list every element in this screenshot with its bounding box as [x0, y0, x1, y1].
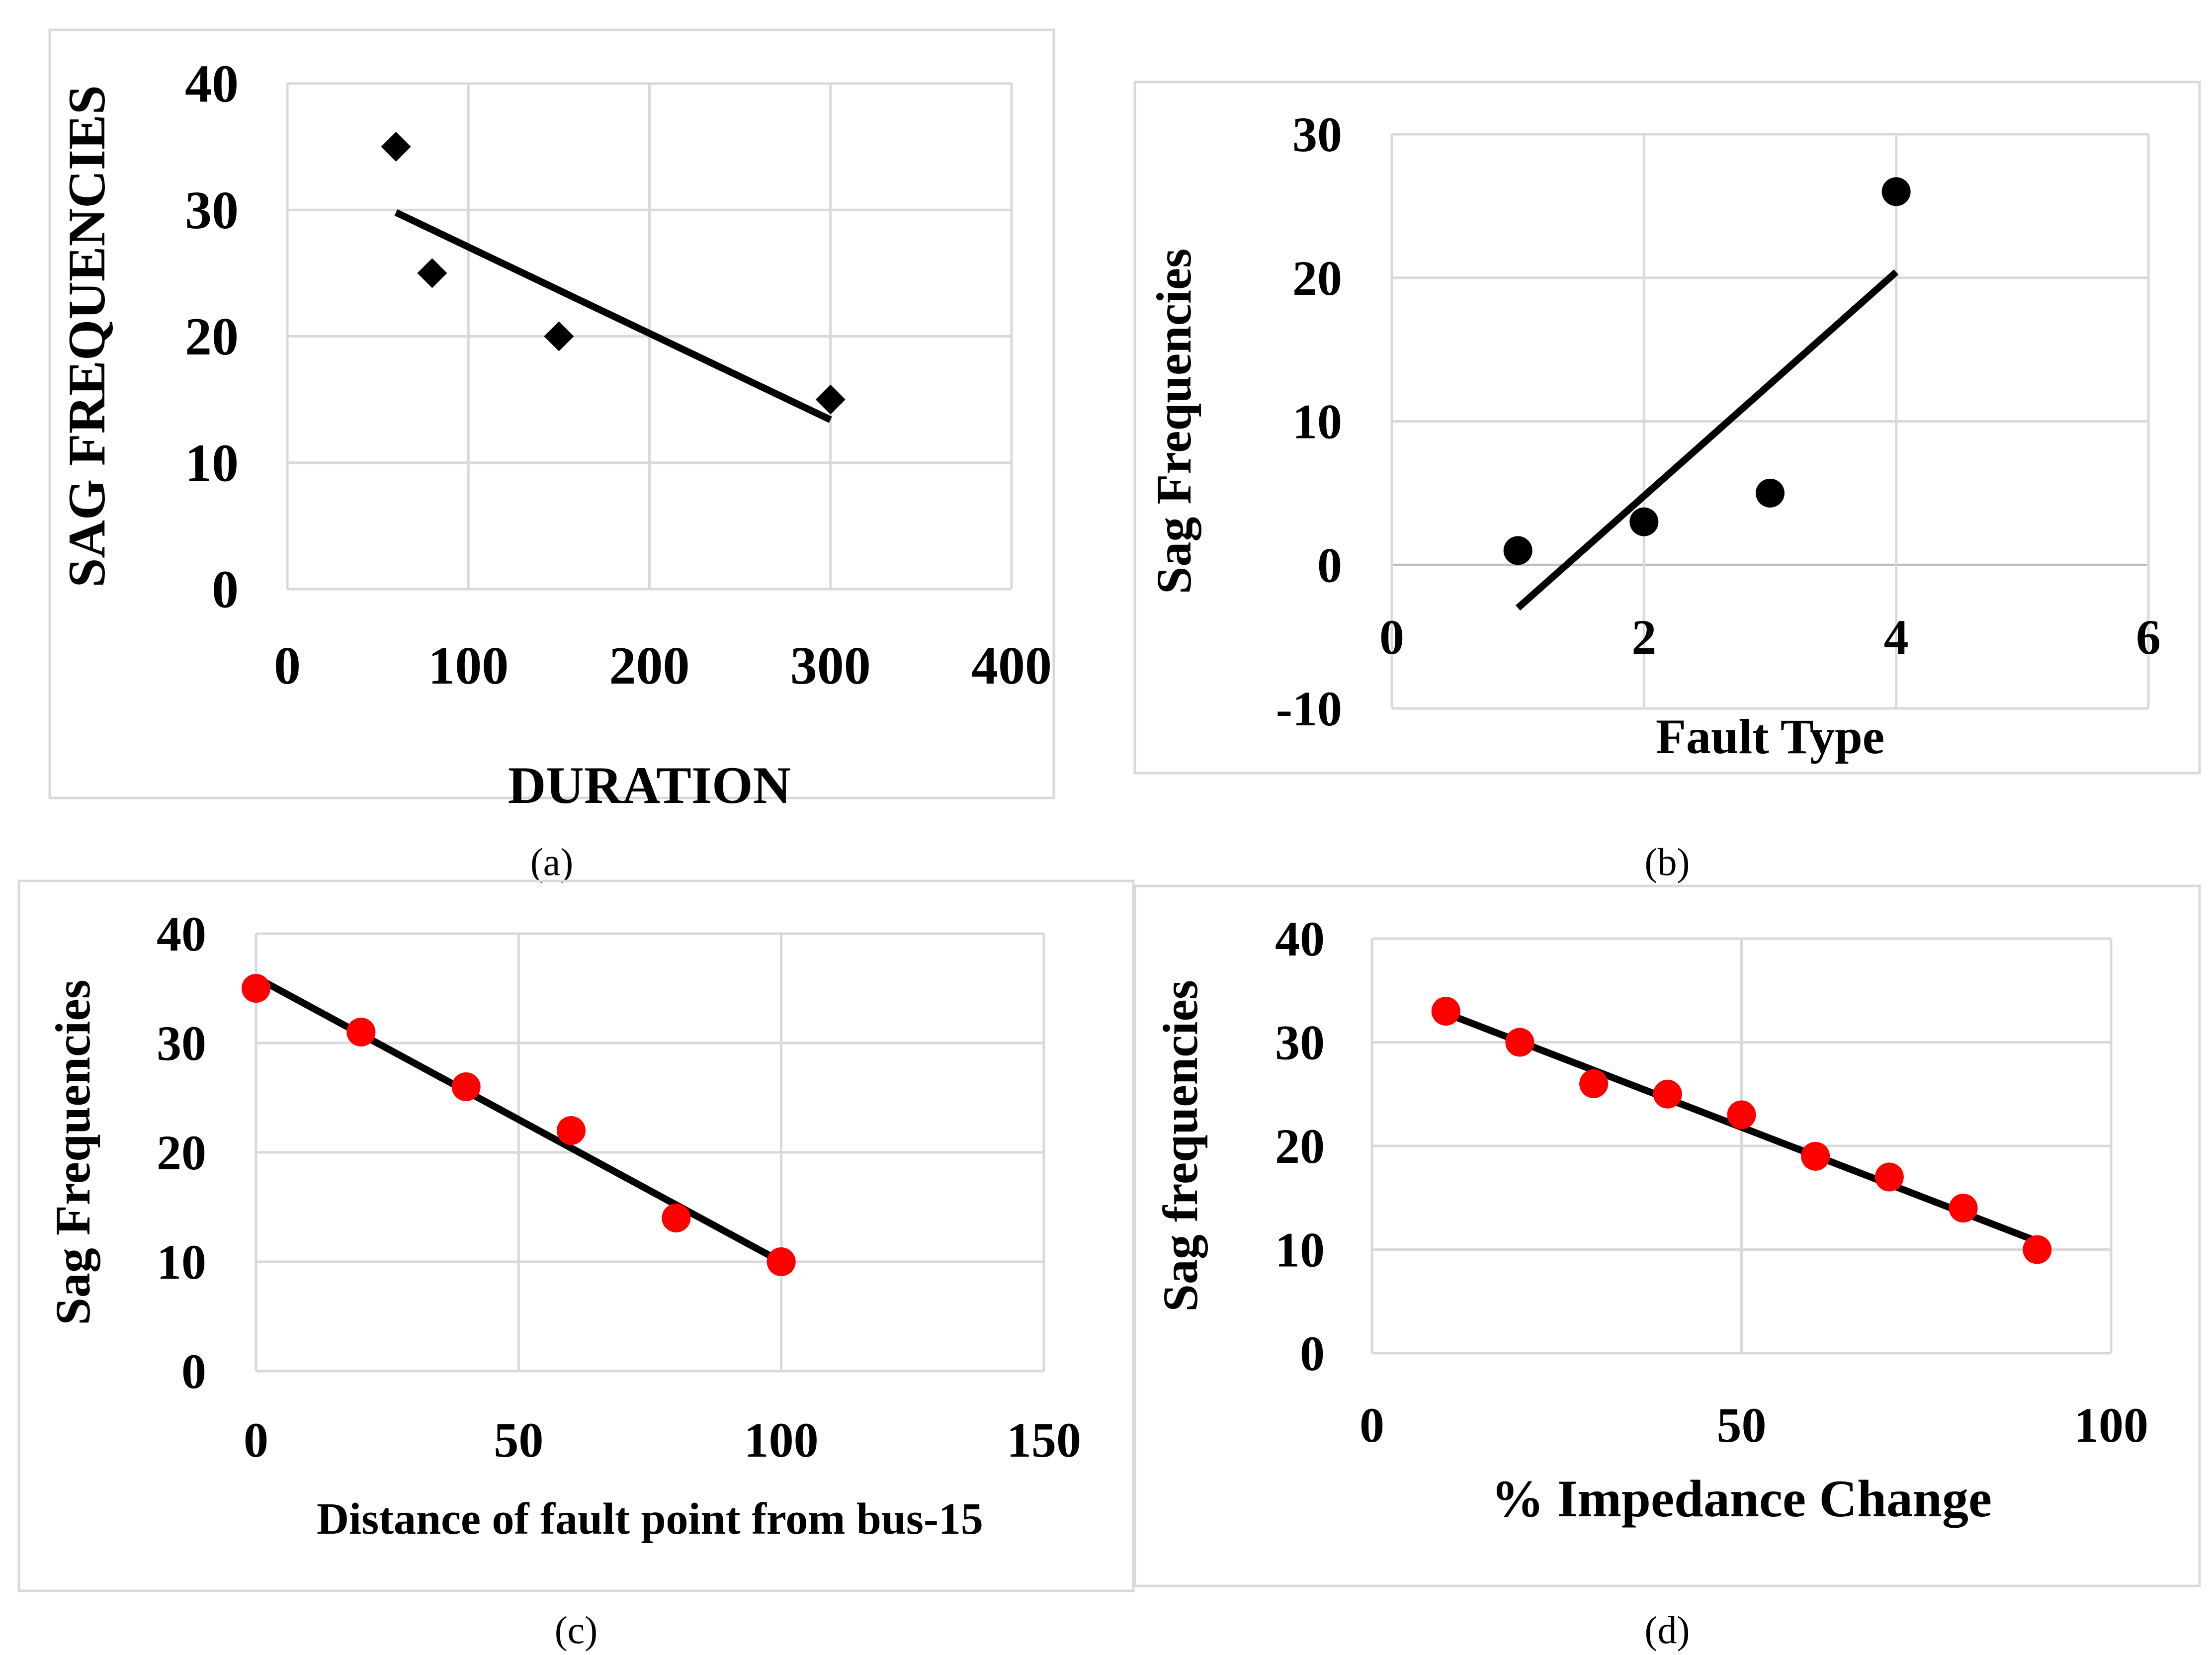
x-tick-label: 4 [1884, 610, 1909, 665]
x-tick-label: 100 [2074, 1397, 2148, 1453]
x-tick-label: 0 [274, 636, 301, 696]
chart-border [1133, 884, 2201, 1587]
y-tick-label: 0 [212, 560, 239, 619]
panel-c: 0 10 20 30 40 0 50 100 150 Distance of fault poin… [17, 879, 1135, 1652]
x-axis-label: Fault Type [1656, 709, 1884, 764]
x-tick-label: 100 [744, 1412, 819, 1468]
y-tick-label: 20 [1292, 251, 1342, 306]
x-tick-label: 150 [1007, 1412, 1081, 1468]
y-tick-label: 30 [185, 181, 239, 240]
data-point [1949, 1194, 1978, 1223]
panel-caption: (c) [555, 1608, 598, 1652]
x-axis-label: DURATION [508, 756, 791, 814]
y-tick-label: 40 [157, 906, 206, 961]
y-axis-label: Sag Frequencies [45, 979, 100, 1325]
data-point [1629, 507, 1659, 536]
x-axis-label: % Impedance Change [1491, 1470, 1992, 1528]
data-point [1579, 1069, 1609, 1098]
data-point [1756, 478, 1785, 508]
data-point [451, 1072, 481, 1101]
data-point [1727, 1100, 1756, 1130]
panel-caption: (d) [1645, 1608, 1690, 1652]
chart-border [48, 28, 1055, 799]
panel-d: 0 10 20 30 40 0 50 100 % Impedance Change Sag fre… [1133, 884, 2201, 1652]
x-tick-label: 0 [1360, 1397, 1384, 1453]
y-tick-label: 0 [181, 1344, 206, 1399]
data-point [2023, 1235, 2052, 1264]
y-tick-label: 0 [1317, 537, 1342, 593]
y-tick-label: 20 [1275, 1119, 1325, 1174]
data-point [815, 384, 846, 415]
chart-border [1133, 81, 2201, 775]
y-tick-label: 10 [185, 434, 239, 493]
y-tick-label: 30 [157, 1016, 206, 1071]
data-point [381, 132, 411, 162]
data-point [242, 974, 270, 1003]
x-tick-label: 100 [428, 636, 509, 696]
y-axis-label: Sag frequencies [1153, 980, 1208, 1312]
x-tick-label: 0 [244, 1412, 268, 1468]
data-point [1503, 536, 1532, 565]
y-tick-label: 30 [1292, 107, 1342, 162]
y-tick-label: 10 [1275, 1222, 1325, 1278]
y-tick-label: -10 [1276, 681, 1342, 736]
data-point [346, 1018, 376, 1046]
x-tick-label: 50 [1717, 1397, 1767, 1453]
x-tick-label: 300 [790, 636, 871, 696]
panel-b: -10 0 10 20 30 0 2 4 6 Fault Type Sag Frequencies (… [1133, 81, 2201, 883]
x-tick-label: 50 [494, 1412, 543, 1468]
data-point [417, 258, 447, 288]
y-tick-label: 40 [1275, 911, 1325, 966]
trendline [394, 209, 832, 423]
trendline [254, 974, 783, 1265]
data-point [1801, 1141, 1830, 1171]
panel-caption: (a) [530, 840, 574, 883]
y-tick-label: 40 [185, 55, 239, 114]
data-point [1881, 177, 1911, 206]
panel-caption: (b) [1645, 840, 1690, 883]
y-tick-label: 10 [157, 1234, 206, 1290]
y-axis-label: SAG FREQUENCIES [58, 85, 116, 587]
y-tick-label: 0 [1300, 1326, 1325, 1381]
data-point [557, 1116, 586, 1145]
data-point [1874, 1162, 1904, 1192]
x-tick-label: 6 [2136, 610, 2161, 665]
x-tick-label: 400 [971, 636, 1052, 696]
x-axis-label: Distance of fault point from bus-15 [317, 1494, 983, 1544]
y-tick-label: 30 [1275, 1015, 1325, 1070]
chart-border [17, 879, 1135, 1592]
data-point [1431, 996, 1460, 1026]
data-point [1505, 1028, 1534, 1057]
x-tick-label: 2 [1631, 610, 1656, 665]
data-point [544, 321, 574, 351]
data-point [766, 1247, 796, 1276]
y-axis-label: Sag Frequencies [1146, 249, 1201, 594]
y-tick-label: 20 [157, 1125, 206, 1180]
data-point [1653, 1079, 1682, 1109]
x-tick-label: 0 [1379, 610, 1404, 665]
data-point [662, 1204, 691, 1232]
y-tick-label: 10 [1292, 394, 1342, 449]
trendline [1516, 269, 1899, 611]
x-tick-label: 200 [609, 636, 690, 696]
y-tick-label: 20 [185, 307, 239, 366]
